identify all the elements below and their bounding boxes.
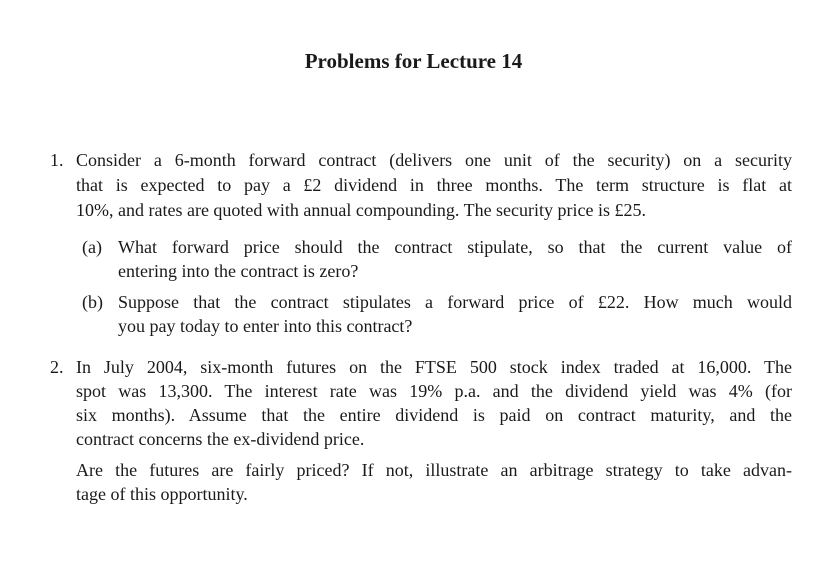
problem-text-line: six months). Assume that the entire divi… <box>76 405 792 425</box>
subproblem-text-line: What forward price should the contract s… <box>118 237 792 257</box>
followup-text-line: Are the futures are fairly priced? If no… <box>76 460 792 480</box>
subproblem-label: (a) <box>82 237 102 257</box>
problem-text-line: 10%, and rates are quoted with annual co… <box>76 200 647 220</box>
subproblem-text-line: entering into the contract is zero? <box>118 261 359 281</box>
page-title: Problems for Lecture 14 <box>304 49 523 73</box>
problem-number: 1. <box>50 150 64 170</box>
subproblem-text-line: Suppose that the contract stipulates a f… <box>118 292 792 312</box>
problem-text-line: In July 2004, six-month futures on the F… <box>76 357 792 377</box>
problem-text-line: that is expected to pay a £2 dividend in… <box>76 175 792 195</box>
problem-text-line: contract concerns the ex-dividend price. <box>76 429 365 449</box>
subproblem-label: (b) <box>82 292 103 312</box>
problem-text-line: spot was 13,300. The interest rate was 1… <box>76 381 792 401</box>
problem-text-line: Consider a 6-month forward contract (del… <box>76 150 792 170</box>
followup-text-line: tage of this opportunity. <box>76 484 248 504</box>
problem-number: 2. <box>50 357 64 377</box>
subproblem-text-line: you pay today to enter into this contrac… <box>118 316 413 336</box>
